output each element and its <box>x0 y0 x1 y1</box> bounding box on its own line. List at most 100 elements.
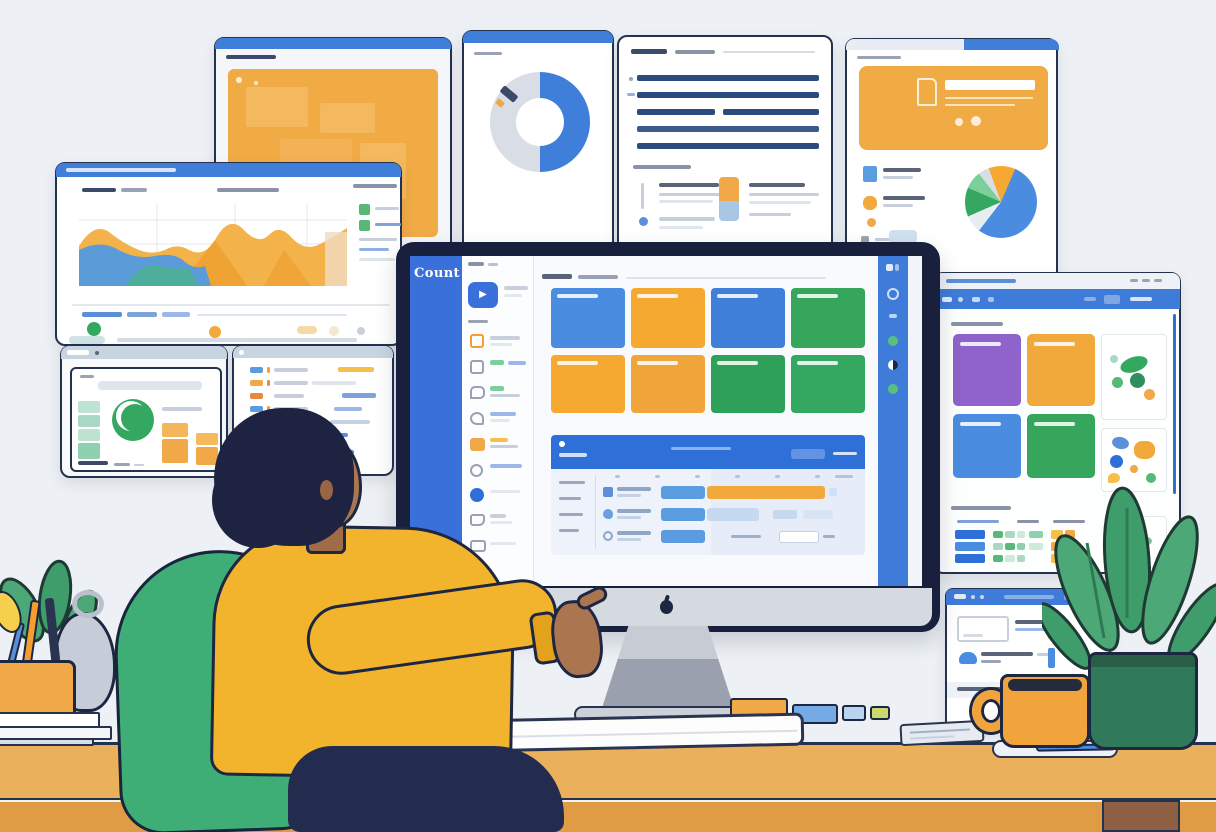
decor-shape <box>162 439 188 463</box>
decor-shape <box>338 367 374 372</box>
titlebar <box>61 346 227 359</box>
kettle-handle <box>72 590 104 618</box>
decor-shape <box>951 322 1003 326</box>
gantt-bar <box>707 486 825 499</box>
decor-shape <box>375 207 399 210</box>
decor-shape <box>1005 543 1015 550</box>
chat-icon <box>470 386 485 399</box>
decor-shape <box>641 183 644 209</box>
decor-shape <box>82 188 116 192</box>
person-hair-bun <box>212 452 304 548</box>
decor-shape <box>659 226 703 229</box>
workspace-logo-icon: ▶ <box>468 282 498 308</box>
decor-shape <box>1173 314 1176 494</box>
decor-shape <box>329 326 339 336</box>
gantt-bar <box>707 508 759 521</box>
return-arrow-icon <box>470 412 484 425</box>
panel-kanban-window <box>933 272 1181 574</box>
dashboard-card <box>791 355 865 413</box>
decor-shape <box>617 487 651 491</box>
decor-shape <box>627 93 635 96</box>
decor-shape <box>1110 455 1123 468</box>
app-actionbar <box>878 256 908 586</box>
decor-shape <box>1017 555 1025 562</box>
decor-shape <box>1008 679 1082 691</box>
decor-shape <box>274 394 304 398</box>
decor-shape <box>1029 531 1043 538</box>
plant-pot <box>1088 652 1198 750</box>
pen-holder <box>0 660 76 718</box>
decor-shape <box>1142 279 1150 282</box>
decor-shape <box>495 98 505 108</box>
decor-shape <box>659 217 715 221</box>
decor-shape <box>955 554 985 563</box>
decor-shape <box>988 297 994 302</box>
kanban-card-purple <box>953 334 1021 406</box>
decor-shape <box>803 510 833 519</box>
monitor-screen: Count ▶ <box>410 256 922 586</box>
decor-shape <box>162 407 202 411</box>
decor-shape <box>334 407 362 411</box>
computer-logo-icon <box>660 600 673 614</box>
decor-shape <box>749 183 805 187</box>
decor-shape <box>578 275 618 279</box>
decor-shape <box>735 475 740 478</box>
decor-shape <box>972 297 980 302</box>
decor-shape <box>655 475 660 478</box>
decor-shape <box>474 52 502 55</box>
decor-shape <box>330 420 370 424</box>
decor-shape <box>863 196 877 210</box>
decor-shape <box>946 279 1016 283</box>
titlebar-left <box>846 39 964 50</box>
decor-shape <box>1005 531 1015 538</box>
decor-shape <box>125 265 199 286</box>
book-3 <box>0 738 94 746</box>
decor-shape <box>1085 542 1106 639</box>
decor-shape <box>162 312 190 317</box>
pie-chart <box>965 166 1037 238</box>
decor-shape <box>958 297 963 302</box>
person-ear <box>318 478 335 502</box>
decor-shape <box>1146 473 1156 483</box>
blob-tile-1 <box>1101 334 1167 420</box>
decor-shape <box>359 238 397 241</box>
decor-shape <box>957 520 999 523</box>
decor-shape <box>250 393 263 399</box>
sticky-note-lime <box>870 706 890 720</box>
decor-shape <box>1144 389 1155 400</box>
gantt-header <box>551 435 865 469</box>
decor-shape <box>1130 279 1138 282</box>
decor-shape <box>490 394 520 397</box>
decor-shape <box>1015 628 1045 631</box>
decor-shape <box>559 453 587 457</box>
decor-shape <box>1053 520 1085 523</box>
gantt-bar <box>661 486 705 499</box>
decor-shape <box>254 81 258 85</box>
panel-areachart-window <box>55 162 402 346</box>
decor-shape <box>955 542 985 551</box>
circle-icon <box>470 464 483 477</box>
decor-shape <box>468 320 488 323</box>
monitor-stand <box>602 626 734 708</box>
invoice-card <box>859 66 1048 150</box>
decor-shape <box>1141 515 1199 645</box>
decor-shape <box>490 514 506 518</box>
decor-shape <box>1017 531 1025 538</box>
decor-shape <box>1065 530 1075 539</box>
decor-shape <box>559 529 579 532</box>
decor-shape <box>342 393 376 398</box>
decor-shape <box>749 201 811 204</box>
toolbar <box>934 289 1180 309</box>
decor-shape <box>87 322 101 336</box>
decor-shape <box>889 314 897 318</box>
decor-shape <box>954 594 966 599</box>
decor-shape <box>1134 441 1155 459</box>
decor-shape <box>80 375 94 378</box>
decor-shape <box>639 217 648 226</box>
decor-shape <box>98 381 202 390</box>
decor-shape <box>559 497 581 500</box>
decor-shape <box>1154 279 1162 282</box>
decor-shape <box>603 509 613 519</box>
decor-shape <box>861 236 869 244</box>
decor-shape <box>963 634 983 637</box>
